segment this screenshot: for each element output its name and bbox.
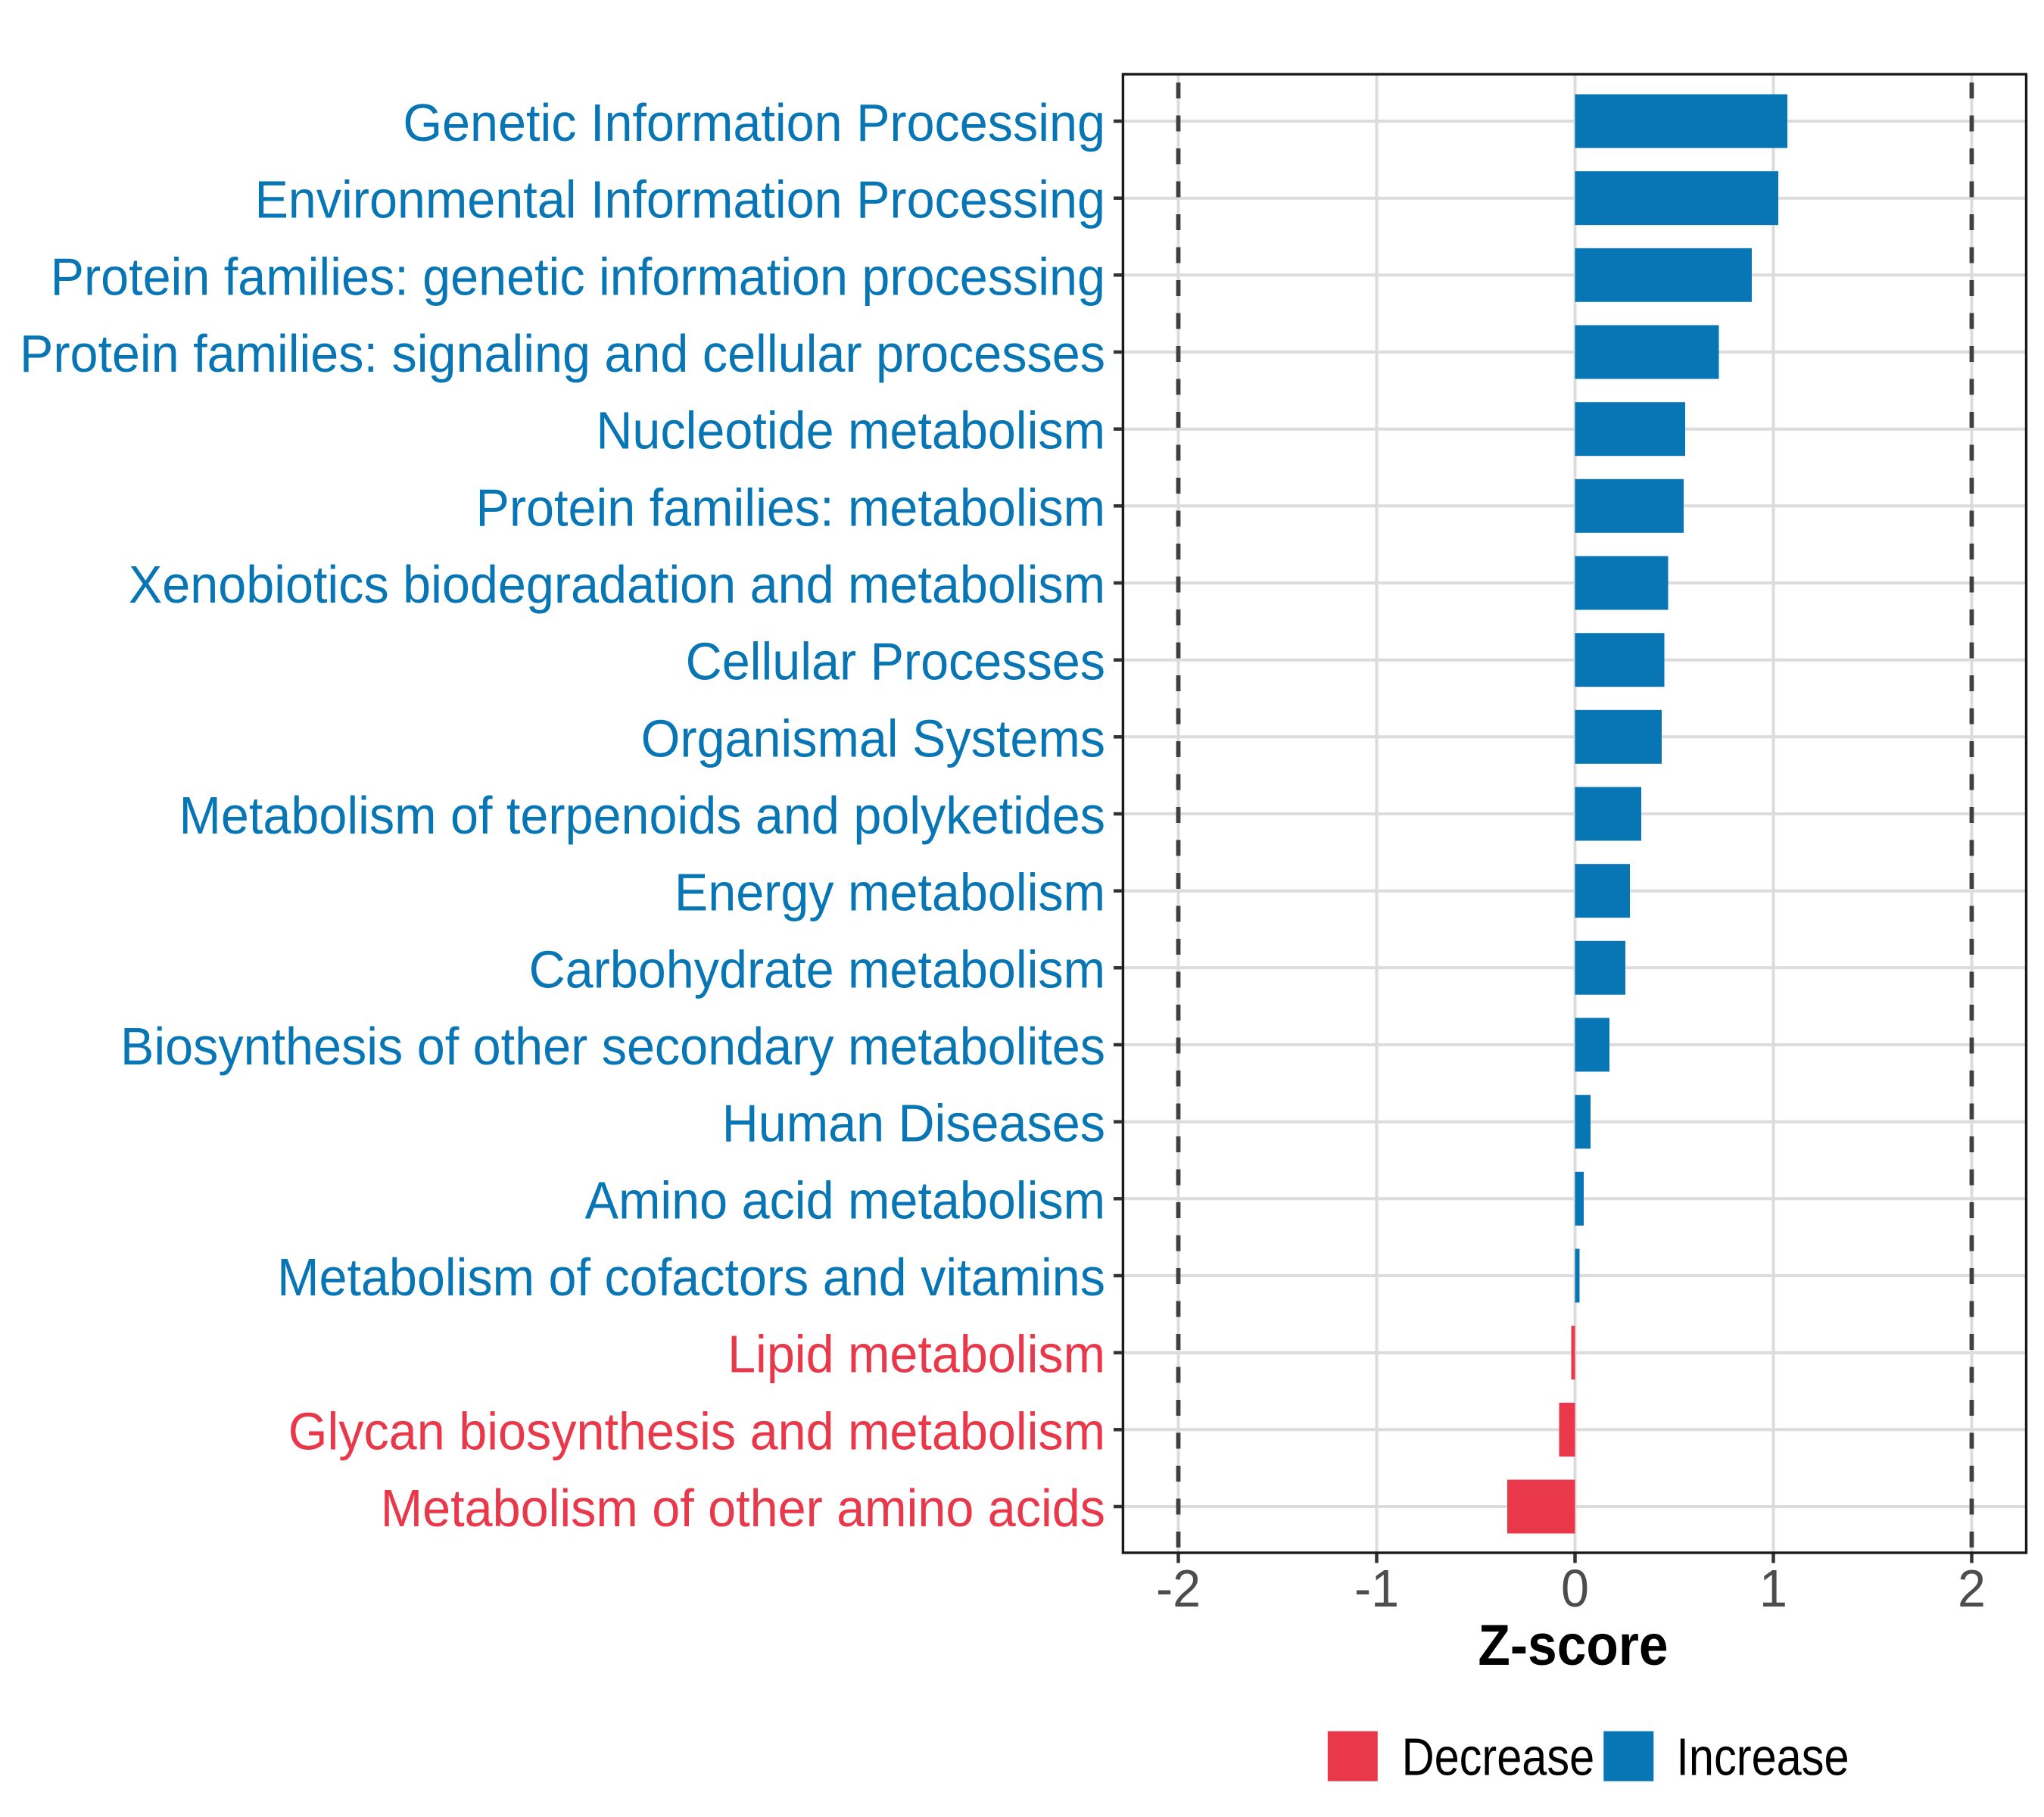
svg-text:Protein families: genetic info: Protein families: genetic information pr… <box>51 248 1105 307</box>
svg-text:Z-score: Z-score <box>1478 1613 1668 1678</box>
svg-text:0: 0 <box>1561 1559 1589 1618</box>
svg-text:-2: -2 <box>1156 1559 1201 1618</box>
svg-text:Energy metabolism: Energy metabolism <box>675 863 1105 922</box>
svg-text:Human Diseases: Human Diseases <box>722 1094 1105 1153</box>
svg-text:Metabolism of other amino acid: Metabolism of other amino acids <box>381 1479 1105 1538</box>
svg-text:Protein families: metabolism: Protein families: metabolism <box>476 478 1105 538</box>
svg-text:Biosynthesis of other secondar: Biosynthesis of other secondary metaboli… <box>120 1017 1105 1076</box>
svg-text:Carbohydrate metabolism: Carbohydrate metabolism <box>529 940 1105 999</box>
svg-text:Amino acid metabolism: Amino acid metabolism <box>585 1171 1105 1230</box>
svg-text:Nucleotide metabolism: Nucleotide metabolism <box>596 401 1105 460</box>
svg-text:Metabolism of terpenoids and p: Metabolism of terpenoids and polyketides <box>179 786 1105 845</box>
svg-text:Glycan biosynthesis and metabo: Glycan biosynthesis and metabolism <box>288 1402 1105 1461</box>
svg-text:Genetic Information Processing: Genetic Information Processing <box>403 93 1105 152</box>
svg-text:Cellular Processes: Cellular Processes <box>686 632 1105 691</box>
svg-text:Increase: Increase <box>1676 1727 1849 1787</box>
svg-text:Decrease: Decrease <box>1402 1727 1595 1787</box>
svg-text:Environmental Information Proc: Environmental Information Processing <box>254 170 1105 229</box>
svg-text:1: 1 <box>1759 1559 1787 1618</box>
svg-text:Xenobiotics biodegradation and: Xenobiotics biodegradation and metabolis… <box>129 555 1105 614</box>
svg-text:Organismal Systems: Organismal Systems <box>641 709 1105 768</box>
svg-text:Protein families: signaling an: Protein families: signaling and cellular… <box>20 324 1105 383</box>
svg-text:Lipid metabolism: Lipid metabolism <box>728 1325 1105 1384</box>
svg-text:2: 2 <box>1958 1559 1986 1618</box>
svg-text:Metabolism of cofactors and vi: Metabolism of cofactors and vitamins <box>277 1248 1105 1307</box>
svg-text:-1: -1 <box>1354 1559 1399 1618</box>
